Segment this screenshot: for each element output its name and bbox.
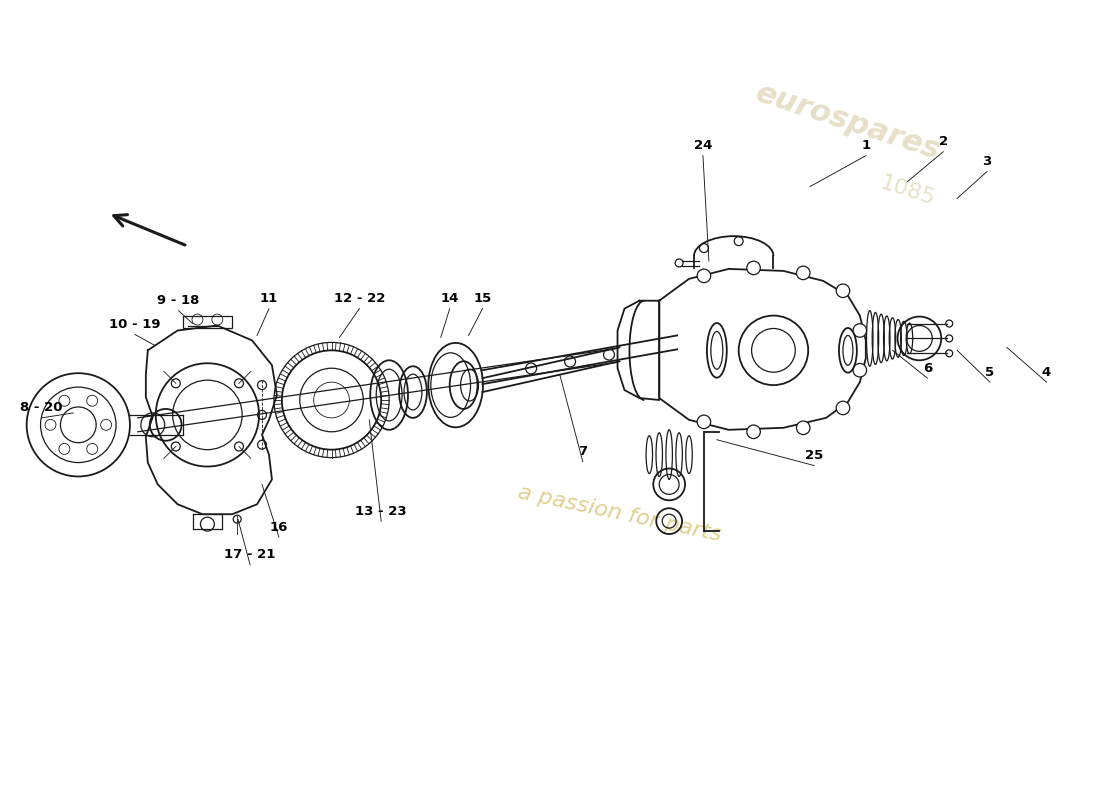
Text: 12 - 22: 12 - 22 xyxy=(333,292,385,306)
Circle shape xyxy=(796,421,810,434)
Circle shape xyxy=(234,442,243,451)
Text: 1085: 1085 xyxy=(878,173,937,210)
Text: 14: 14 xyxy=(440,292,459,306)
Text: 2: 2 xyxy=(938,135,948,148)
Circle shape xyxy=(697,415,711,429)
Text: 8 - 20: 8 - 20 xyxy=(20,402,63,414)
Text: 24: 24 xyxy=(694,139,712,152)
Text: a passion for parts: a passion for parts xyxy=(516,483,723,546)
Text: 13 - 23: 13 - 23 xyxy=(355,505,407,518)
Text: eurospares: eurospares xyxy=(751,78,944,166)
Circle shape xyxy=(564,356,575,367)
Circle shape xyxy=(747,425,760,438)
Text: 7: 7 xyxy=(579,445,587,458)
Text: 15: 15 xyxy=(473,292,492,306)
Text: 25: 25 xyxy=(805,449,823,462)
Circle shape xyxy=(796,266,810,280)
Text: 1: 1 xyxy=(861,139,870,152)
Circle shape xyxy=(172,379,180,388)
Bar xyxy=(183,315,232,327)
Circle shape xyxy=(836,284,849,298)
Circle shape xyxy=(526,363,537,374)
Circle shape xyxy=(836,401,849,414)
Text: 10 - 19: 10 - 19 xyxy=(109,318,161,331)
Circle shape xyxy=(234,379,243,388)
Circle shape xyxy=(604,349,615,360)
Text: 9 - 18: 9 - 18 xyxy=(157,294,200,307)
Circle shape xyxy=(172,442,180,451)
Circle shape xyxy=(697,269,711,282)
Text: 4: 4 xyxy=(1042,366,1052,378)
Circle shape xyxy=(854,363,867,377)
Text: 6: 6 xyxy=(923,362,932,374)
Text: 11: 11 xyxy=(260,292,278,306)
Text: 5: 5 xyxy=(986,366,994,378)
Circle shape xyxy=(747,261,760,274)
Text: 3: 3 xyxy=(982,155,991,168)
Circle shape xyxy=(854,324,867,338)
Text: 17 - 21: 17 - 21 xyxy=(224,549,276,562)
Text: 16: 16 xyxy=(270,521,288,534)
